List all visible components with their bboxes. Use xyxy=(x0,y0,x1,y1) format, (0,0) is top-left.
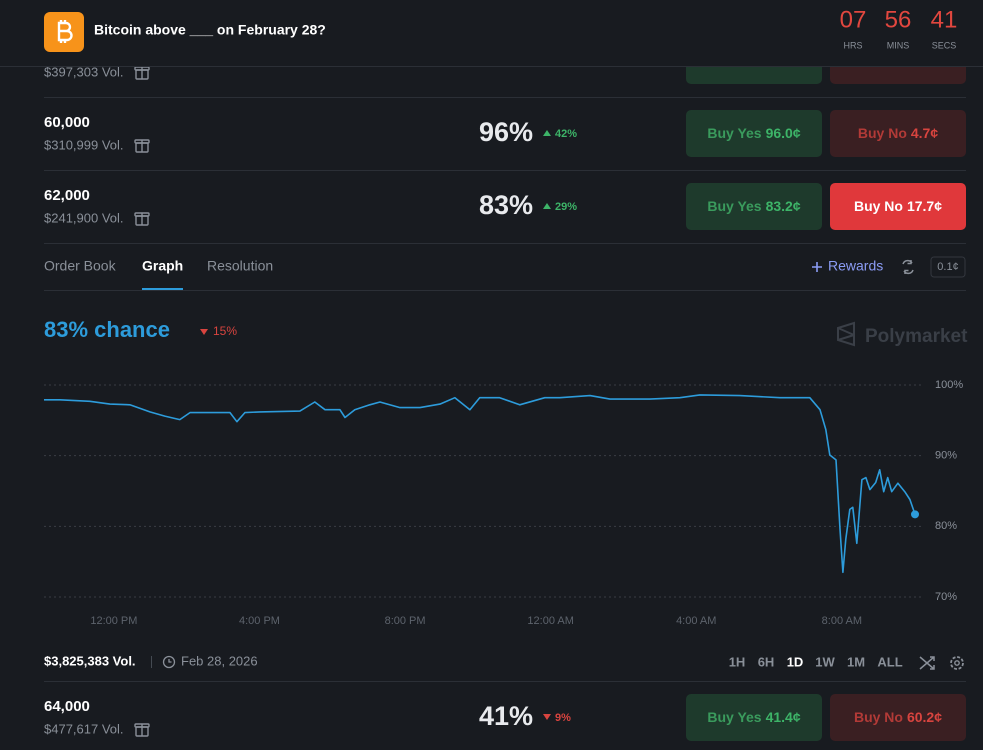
bitcoin-glyph xyxy=(57,20,73,43)
timer-value: 41 xyxy=(931,6,958,33)
buy-button-text[interactable]: Buy No 17.7¢ xyxy=(854,198,942,214)
timer-label: MINS xyxy=(887,40,910,50)
buy-label[interactable]: Buy Yes xyxy=(707,709,761,725)
y-tick-label: 100% xyxy=(935,379,963,391)
buy-label[interactable]: Buy Yes xyxy=(707,125,761,141)
y-tick-label: 90% xyxy=(935,450,957,462)
shuffle-icon[interactable] xyxy=(919,656,935,670)
tab-underline xyxy=(142,288,183,290)
market-name: 60,000 xyxy=(44,114,90,131)
buy-button[interactable] xyxy=(830,110,966,157)
change-arrow xyxy=(543,130,551,136)
buy-price[interactable]: 60.2¢ xyxy=(907,709,942,725)
gift-icon xyxy=(134,139,150,153)
x-tick-label: 8:00 AM xyxy=(822,615,862,627)
buy-label[interactable]: Buy No xyxy=(854,198,903,214)
timer-label: SECS xyxy=(932,40,957,50)
market-change: 42% xyxy=(555,128,577,140)
range-button[interactable]: 1D xyxy=(787,654,804,669)
market-volume: $477,617 Vol. xyxy=(44,721,124,736)
market-chance: 41% xyxy=(479,701,533,731)
market-chance: 83% xyxy=(479,190,533,220)
tab[interactable]: Order Book xyxy=(44,258,117,274)
market-chance: 96% xyxy=(479,117,533,147)
range-button[interactable]: 1M xyxy=(847,654,865,669)
buy-button-text[interactable]: Buy Yes 83.2¢ xyxy=(707,198,800,214)
buy-button-text[interactable]: Buy Yes 96.0¢ xyxy=(707,125,800,141)
end-date: Feb 28, 2026 xyxy=(181,653,258,668)
buy-label[interactable]: Buy No xyxy=(858,125,907,141)
clock-icon xyxy=(162,655,176,669)
buy-price[interactable]: 17.7¢ xyxy=(907,198,942,214)
buy-button[interactable] xyxy=(686,694,822,741)
brand-logo xyxy=(837,321,855,347)
change-arrow xyxy=(543,714,551,720)
buy-button[interactable] xyxy=(686,110,822,157)
market-title: Bitcoin above ___ on February 28? xyxy=(94,22,326,38)
x-tick-label: 12:00 AM xyxy=(527,615,573,627)
x-tick-label: 4:00 PM xyxy=(239,615,280,627)
refresh-icon[interactable] xyxy=(902,259,914,275)
buy-button[interactable] xyxy=(686,183,822,230)
x-tick-label: 8:00 PM xyxy=(385,615,426,627)
buy-button[interactable] xyxy=(830,694,966,741)
tab[interactable]: Resolution xyxy=(207,258,273,274)
buy-button-text[interactable]: Buy No 4.7¢ xyxy=(858,125,938,141)
range-button[interactable]: 1H xyxy=(729,654,746,669)
settings-core xyxy=(954,660,960,666)
brand-name: Polymarket xyxy=(865,326,968,347)
range-button[interactable]: 1W xyxy=(815,654,835,669)
x-tick-label: 4:00 AM xyxy=(676,615,716,627)
gift-icon xyxy=(134,723,150,737)
buy-button-text[interactable]: Buy No 60.2¢ xyxy=(854,709,942,725)
tick-size: 0.1¢ xyxy=(937,261,958,273)
market-change: 29% xyxy=(555,201,577,213)
chart-headline: 83% chance xyxy=(44,317,170,342)
market-volume: $241,900 Vol. xyxy=(44,210,124,225)
buy-label[interactable]: Buy No xyxy=(854,709,903,725)
market-change: 9% xyxy=(555,712,571,724)
buy-button[interactable] xyxy=(830,183,966,230)
y-tick-label: 80% xyxy=(935,520,957,532)
x-tick-label: 12:00 PM xyxy=(90,615,137,627)
timer-value: 07 xyxy=(840,6,867,33)
gift-icon xyxy=(134,212,150,226)
rewards-link[interactable]: Rewards xyxy=(828,258,883,274)
tab[interactable]: Graph xyxy=(142,258,183,274)
market-volume: $397,303 Vol. xyxy=(44,64,124,79)
buy-price[interactable]: 96.0¢ xyxy=(766,125,801,141)
clock-hands xyxy=(168,659,172,663)
end-dot xyxy=(911,510,919,519)
market-name: 64,000 xyxy=(44,698,90,715)
market-name: 62,000 xyxy=(44,187,90,204)
buy-label[interactable]: Buy Yes xyxy=(707,198,761,214)
timer-value: 56 xyxy=(885,6,912,33)
range-button[interactable]: ALL xyxy=(877,654,902,669)
range-button[interactable]: 6H xyxy=(758,654,775,669)
header-bg xyxy=(0,0,983,66)
buy-price[interactable]: 83.2¢ xyxy=(766,198,801,214)
plus-icon xyxy=(812,262,822,272)
settings-icon[interactable] xyxy=(950,656,964,670)
market-volume: $310,999 Vol. xyxy=(44,137,124,152)
buy-price[interactable]: 4.7¢ xyxy=(911,125,938,141)
chart-change: 15% xyxy=(213,324,237,338)
timer-label: HRS xyxy=(843,40,862,50)
y-tick-label: 70% xyxy=(935,591,957,603)
gift-icon xyxy=(134,66,150,80)
price-line xyxy=(44,394,916,574)
buy-button-text[interactable]: Buy Yes 41.4¢ xyxy=(707,709,800,725)
change-arrow xyxy=(200,329,208,335)
total-volume: $3,825,383 Vol. xyxy=(44,653,136,668)
change-arrow xyxy=(543,203,551,209)
tick-size-box xyxy=(930,256,966,278)
buy-price[interactable]: 41.4¢ xyxy=(766,709,801,725)
